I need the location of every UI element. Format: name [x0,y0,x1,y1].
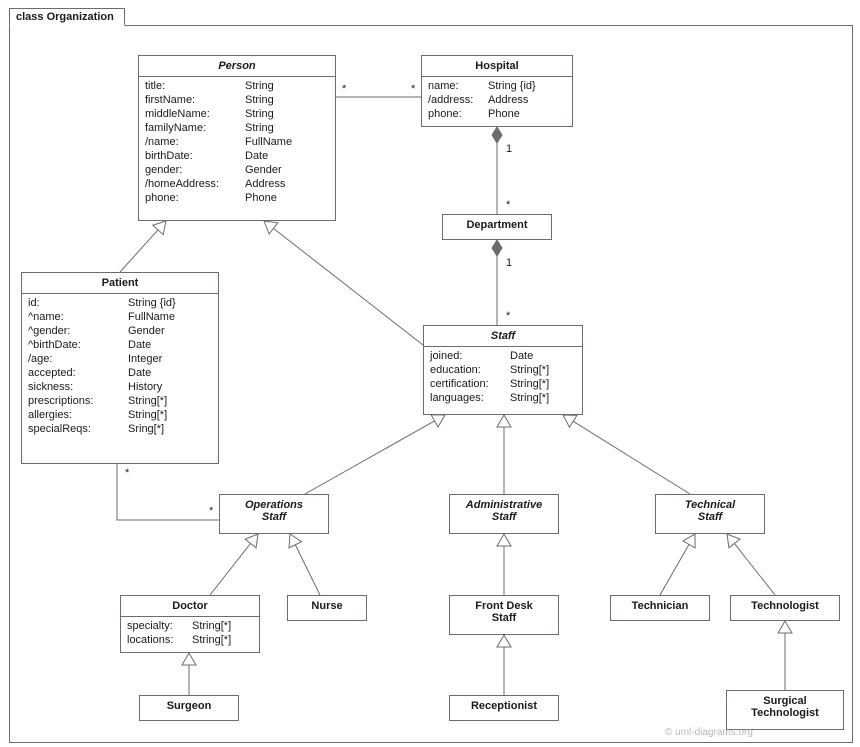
class-title: Staff [424,326,582,347]
attr-row: locations:String[*] [127,633,253,647]
class-receptionist: Receptionist [449,695,559,721]
class-surgical_tech: SurgicalTechnologist [726,690,844,730]
class-title: Front DeskStaff [450,596,558,628]
attr-row: middleName:String [145,107,329,121]
attr-row: /address:Address [428,93,566,107]
attr-row: specialReqs:Sring[*] [28,422,212,436]
class-attrs: id:String {id}^name:FullName^gender:Gend… [22,294,218,440]
class-attrs: name:String {id}/address:Addressphone:Ph… [422,77,572,125]
attr-row: certification:String[*] [430,377,576,391]
attr-row: phone:Phone [428,107,566,121]
attr-row: education:String[*] [430,363,576,377]
class-title: Doctor [121,596,259,617]
diagram-canvas: class Organization Persontitle:Stringfir… [0,0,860,747]
class-operations_staff: OperationsStaff [219,494,329,534]
attr-row: gender:Gender [145,163,329,177]
class-front_desk: Front DeskStaff [449,595,559,635]
class-technician: Technician [610,595,710,621]
class-title: Technologist [731,596,839,616]
attr-row: allergies:String[*] [28,408,212,422]
class-title: Patient [22,273,218,294]
attr-row: /name:FullName [145,135,329,149]
attr-row: birthDate:Date [145,149,329,163]
class-title: TechnicalStaff [656,495,764,527]
attr-row: ^name:FullName [28,310,212,324]
class-attrs: title:StringfirstName:StringmiddleName:S… [139,77,335,209]
attr-row: name:String {id} [428,79,566,93]
attr-row: sickness:History [28,380,212,394]
class-technical_staff: TechnicalStaff [655,494,765,534]
attr-row: specialty:String[*] [127,619,253,633]
class-title: Nurse [288,596,366,616]
class-hospital: Hospitalname:String {id}/address:Address… [421,55,573,127]
attr-row: /age:Integer [28,352,212,366]
class-attrs: joined:Dateeducation:String[*]certificat… [424,347,582,409]
class-patient: Patientid:String {id}^name:FullName^gend… [21,272,219,464]
class-title: OperationsStaff [220,495,328,527]
class-title: SurgicalTechnologist [727,691,843,723]
attr-row: id:String {id} [28,296,212,310]
class-doctor: Doctorspecialty:String[*]locations:Strin… [120,595,260,653]
class-title: Surgeon [140,696,238,716]
class-title: Receptionist [450,696,558,716]
attr-row: familyName:String [145,121,329,135]
class-surgeon: Surgeon [139,695,239,721]
class-staff: Staffjoined:Dateeducation:String[*]certi… [423,325,583,415]
class-department: Department [442,214,552,240]
class-person: Persontitle:StringfirstName:Stringmiddle… [138,55,336,221]
attr-row: firstName:String [145,93,329,107]
attr-row: ^gender:Gender [28,324,212,338]
attr-row: /homeAddress:Address [145,177,329,191]
attr-row: accepted:Date [28,366,212,380]
class-technologist: Technologist [730,595,840,621]
class-nurse: Nurse [287,595,367,621]
class-title: Department [443,215,551,235]
class-title: AdministrativeStaff [450,495,558,527]
class-admin_staff: AdministrativeStaff [449,494,559,534]
watermark: © uml-diagrams.org [665,727,753,738]
attr-row: phone:Phone [145,191,329,205]
attr-row: ^birthDate:Date [28,338,212,352]
attr-row: joined:Date [430,349,576,363]
attr-row: languages:String[*] [430,391,576,405]
class-title: Technician [611,596,709,616]
attr-row: prescriptions:String[*] [28,394,212,408]
attr-row: title:String [145,79,329,93]
class-title: Hospital [422,56,572,77]
class-attrs: specialty:String[*]locations:String[*] [121,617,259,651]
package-tab: class Organization [9,8,125,26]
class-title: Person [139,56,335,77]
